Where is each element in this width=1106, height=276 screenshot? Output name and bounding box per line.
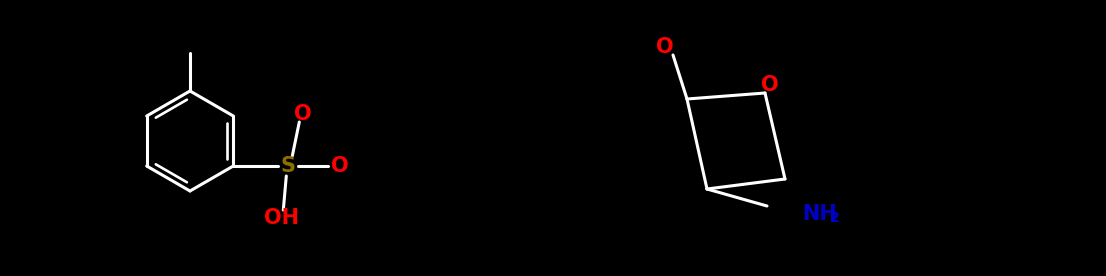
Text: O: O: [332, 156, 349, 176]
Text: O: O: [656, 37, 674, 57]
Text: NH: NH: [802, 204, 837, 224]
Text: O: O: [294, 104, 312, 124]
Text: 2: 2: [830, 211, 839, 225]
Text: S: S: [281, 156, 295, 176]
Text: OH: OH: [264, 208, 299, 228]
Text: O: O: [761, 75, 779, 95]
